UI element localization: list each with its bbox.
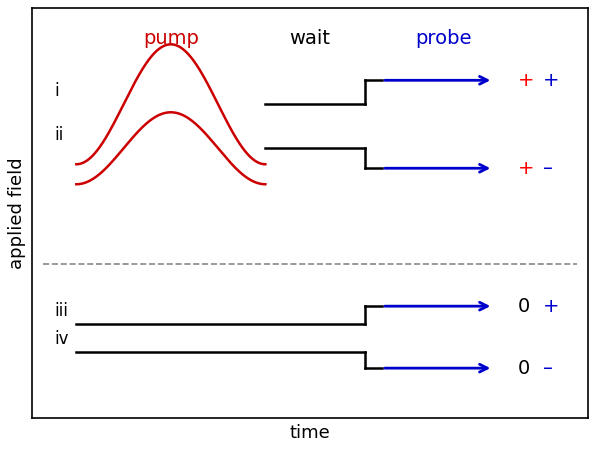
Text: –: – — [543, 159, 553, 178]
Text: +: + — [518, 71, 535, 90]
Text: wait: wait — [289, 29, 330, 48]
Text: +: + — [543, 297, 560, 315]
Text: i: i — [54, 82, 59, 100]
Y-axis label: applied field: applied field — [8, 158, 26, 269]
Text: pump: pump — [143, 29, 199, 48]
Text: ii: ii — [54, 126, 63, 144]
X-axis label: time: time — [290, 423, 330, 441]
Text: 0: 0 — [518, 359, 530, 378]
Text: 0: 0 — [518, 297, 530, 315]
Text: –: – — [543, 359, 553, 378]
Text: probe: probe — [415, 29, 471, 48]
Text: +: + — [518, 159, 535, 178]
Text: iii: iii — [54, 302, 68, 320]
Text: iv: iv — [54, 330, 69, 348]
Text: +: + — [543, 71, 560, 90]
